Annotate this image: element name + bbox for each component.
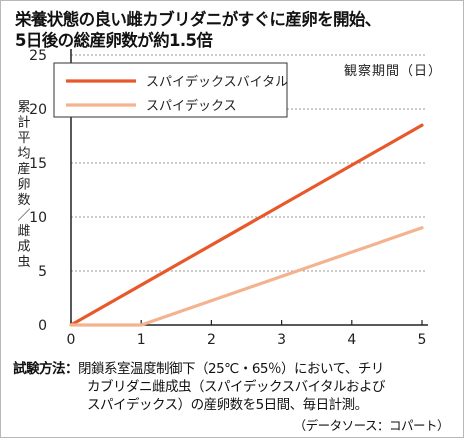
x-tick-label-5: 5 [418, 332, 427, 348]
method-note-label: 試験方法： [13, 361, 79, 377]
y-tick-label-10: 10 [29, 210, 47, 226]
x-tick-label-1: 1 [137, 332, 146, 348]
x-tick-label-2: 2 [207, 332, 216, 348]
legend-label-1: スパイデックスバイタル [146, 74, 288, 90]
data-source-note: （データソース：コパート） [293, 418, 450, 433]
method-note-text-1: 閉鎖系室温度制御下（25℃・65％）において、チリ [78, 361, 384, 377]
y-tick-label-25: 25 [29, 48, 47, 64]
y-axis-label: 累計平均産卵数／雌成虫 [17, 100, 30, 270]
line-chart: 0 5 10 15 20 25 0 1 2 3 4 5 累計平均産卵数／雌成虫 観察期間（日） スパイデック… [17, 48, 442, 348]
chart-title-line-1: 栄養状態の良い雌カブリダニがすぐに産卵を開始、 [15, 10, 381, 29]
method-note-line-1: 試験方法：閉鎖系室温度制御下（25℃・65％）において、チリ [13, 357, 384, 377]
legend-box [53, 62, 288, 118]
y-tick-label-15: 15 [29, 156, 47, 172]
series-line-2 [69, 226, 424, 327]
method-note-line-3: スパイデックス）の産卵数を5日間、毎日計測。 [87, 397, 368, 413]
x-tick-label-4: 4 [347, 332, 356, 348]
x-tick-label-0: 0 [67, 332, 76, 348]
y-tick-label-0: 0 [38, 318, 47, 334]
y-tick-label-5: 5 [38, 264, 47, 280]
x-tick-label-3: 3 [277, 332, 286, 348]
chart-title-line-2: 5日後の総産卵数が約1.5倍 [15, 31, 213, 50]
series-line-1 [69, 123, 424, 327]
method-note-line-2: カブリダニ雌成虫（スパイデックスバイタルおよび [87, 379, 386, 395]
legend-label-2: スパイデックス [146, 98, 237, 114]
y-tick-label-20: 20 [29, 102, 47, 118]
x-axis-label: 観察期間（日） [344, 64, 442, 79]
